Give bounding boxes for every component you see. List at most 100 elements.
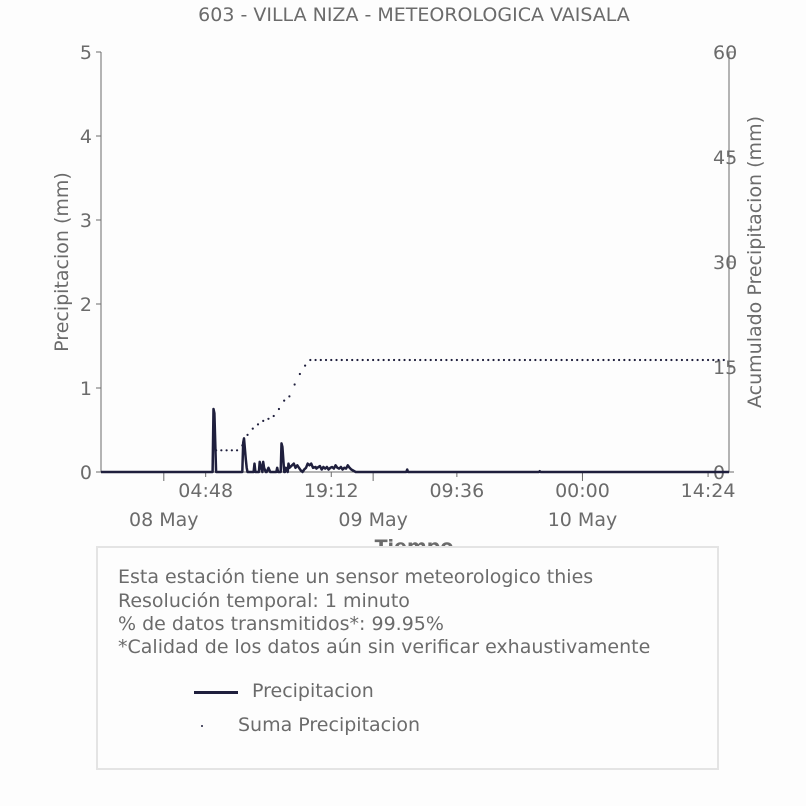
x-tick-label: 14:24 <box>681 480 736 502</box>
series-suma-precipitacion-point <box>256 423 260 426</box>
series-suma-precipitacion-point <box>241 444 244 447</box>
series-suma-precipitacion-point <box>492 358 495 362</box>
series-suma-precipitacion-point <box>455 358 458 362</box>
series-suma-precipitacion-point <box>497 358 500 362</box>
series-suma-precipitacion-point <box>502 358 506 362</box>
series-suma-precipitacion-point <box>481 358 485 362</box>
series-suma-precipitacion-point <box>251 427 254 430</box>
data-quality-note: *Calidad de los datos aún sin verificar … <box>118 636 651 658</box>
series-suma-precipitacion-point <box>408 358 411 362</box>
series-suma-precipitacion-point <box>413 358 417 362</box>
y-left-tick-label: 3 <box>80 210 92 232</box>
series-suma-precipitacion-point <box>419 358 422 362</box>
series-suma-precipitacion-point <box>387 358 390 362</box>
series-suma-precipitacion-point <box>628 358 631 362</box>
series-suma-precipitacion-point <box>523 358 527 362</box>
series-suma-precipitacion-point <box>565 358 568 362</box>
series-suma-precipitacion-point <box>618 358 621 362</box>
series-suma-precipitacion-point <box>508 358 511 362</box>
series-suma-precipitacion-point <box>487 358 490 362</box>
series-suma-precipitacion-point <box>335 358 338 362</box>
series-suma-precipitacion-point <box>330 358 333 362</box>
series-suma-precipitacion-point <box>717 358 720 362</box>
series-suma-precipitacion-point <box>476 358 479 362</box>
series-suma-precipitacion-point <box>623 358 626 362</box>
series-suma-precipitacion-point <box>429 358 432 362</box>
series-suma-precipitacion-point <box>638 358 642 362</box>
series-suma-precipitacion-point <box>576 358 579 362</box>
series-suma-precipitacion-point <box>675 358 678 362</box>
series-suma-precipitacion-point <box>591 358 595 362</box>
x-date-label: 10 May <box>548 509 618 531</box>
x-tick-label: 00:00 <box>555 480 610 502</box>
series-suma-precipitacion-point <box>686 358 689 362</box>
series-suma-precipitacion-point <box>466 358 469 362</box>
series-suma-precipitacion-point <box>398 358 401 362</box>
series-suma-precipitacion-point <box>665 358 668 362</box>
y-right-tick-label: 15 <box>713 357 737 379</box>
series-suma-precipitacion-point <box>235 449 239 452</box>
series-suma-precipitacion-point <box>361 358 364 362</box>
transmitted-data-text: % de datos transmitidos*: 99.95% <box>118 613 444 635</box>
series-suma-precipitacion-point <box>544 358 547 362</box>
series-suma-precipitacion-point <box>230 449 233 452</box>
series-suma-precipitacion-point <box>434 358 438 362</box>
chart-title: 603 - VILLA NIZA - METEOROLOGICA VAISALA <box>198 4 630 26</box>
series-suma-precipitacion-point <box>680 358 684 362</box>
series-suma-precipitacion-point <box>607 358 610 362</box>
series-suma-precipitacion-point <box>272 414 275 418</box>
legend-item-suma-precipitacion: Suma Precipitacion <box>238 714 421 736</box>
y-left-tick-label: 2 <box>80 294 92 316</box>
series-suma-precipitacion-point <box>309 358 312 362</box>
series-suma-precipitacion-point <box>392 358 396 362</box>
y-right-tick-label: 60 <box>713 42 737 64</box>
series-suma-precipitacion-point <box>277 407 281 411</box>
series-suma-precipitacion-point <box>659 358 663 362</box>
series-suma-precipitacion-point <box>691 358 694 362</box>
series-suma-precipitacion-point <box>215 449 218 452</box>
y-right-tick-label: 30 <box>713 252 737 274</box>
series-suma-precipitacion-point <box>706 358 710 362</box>
series-suma-precipitacion-point <box>225 449 228 452</box>
series-suma-precipitacion-point <box>220 449 223 452</box>
series-suma-precipitacion-point <box>377 358 380 362</box>
series-suma-precipitacion-point <box>403 358 406 362</box>
series-suma-precipitacion-point <box>372 358 375 362</box>
series-suma-precipitacion-point <box>539 358 542 362</box>
series-suma-precipitacion-point <box>696 358 699 362</box>
series-suma-precipitacion-point <box>597 358 600 362</box>
series-suma-precipitacion-point <box>529 358 532 362</box>
legend-line-swatch <box>194 691 238 694</box>
temporal-resolution-text: Resolución temporal: 1 minuto <box>118 590 410 612</box>
series-suma-precipitacion-point <box>267 417 270 420</box>
series-suma-precipitacion-point <box>382 358 385 362</box>
series-suma-precipitacion-point <box>450 358 453 362</box>
series-suma-precipitacion-point <box>518 358 521 362</box>
y-left-tick-label: 4 <box>80 126 92 148</box>
series-suma-precipitacion-point <box>670 358 673 362</box>
series-suma-precipitacion-point <box>570 358 574 362</box>
legend-item-precipitacion: Precipitacion <box>252 680 374 702</box>
series-suma-precipitacion-point <box>513 358 516 362</box>
series-suma-precipitacion-point <box>293 383 296 386</box>
y-right-tick-label: 45 <box>713 147 737 169</box>
y-axis-left-label: Precipitacion (mm) <box>51 172 73 352</box>
series-suma-precipitacion-point <box>581 358 584 362</box>
series-suma-precipitacion-point <box>649 358 652 362</box>
series-suma-precipitacion-point <box>602 358 605 362</box>
x-tick-label: 04:48 <box>178 480 233 502</box>
y-axis-right-label: Acumulado Precipitacion (mm) <box>744 116 766 408</box>
legend-dot-swatch <box>201 725 203 727</box>
series-suma-precipitacion-point <box>304 364 307 367</box>
series-suma-precipitacion-point <box>612 358 615 362</box>
series-suma-precipitacion-point <box>555 358 558 362</box>
x-date-label: 09 May <box>338 509 408 531</box>
series-suma-precipitacion-point <box>549 358 553 362</box>
series-suma-precipitacion-point <box>445 358 448 362</box>
series-suma-precipitacion-point <box>560 358 563 362</box>
series-suma-precipitacion-point <box>722 358 725 362</box>
series-suma-precipitacion-point <box>288 395 291 398</box>
station-sensor-text: Esta estación tiene un sensor meteorolog… <box>118 566 594 588</box>
series-suma-precipitacion-point <box>356 358 359 362</box>
